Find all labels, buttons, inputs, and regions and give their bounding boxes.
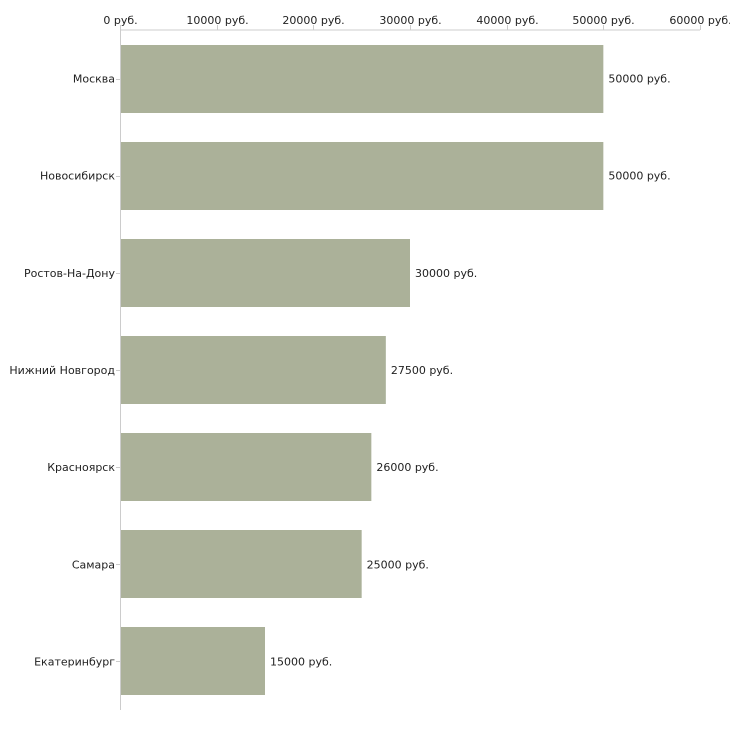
y-axis: Москва Новосибирск Ростов-На-Дону Нижний Но… [9, 30, 121, 710]
value-label: 27500 руб. [391, 364, 453, 377]
x-tick-label: 30000 руб. [379, 14, 441, 27]
value-label: 26000 руб. [376, 461, 438, 474]
x-tick-label: 10000 руб. [186, 14, 248, 27]
x-tick-label: 0 руб. [103, 14, 137, 27]
category-label: Красноярск [47, 461, 115, 474]
bar [121, 142, 604, 210]
bar [121, 239, 410, 307]
category-label: Москва [73, 73, 115, 86]
value-label: 50000 руб. [608, 170, 670, 183]
category-label: Самара [72, 558, 115, 571]
x-tick-label: 60000 руб. [669, 14, 730, 27]
value-label: 25000 руб. [367, 558, 429, 571]
category-label: Ростов-На-Дону [24, 267, 115, 280]
bar [121, 336, 386, 404]
bar [121, 433, 372, 501]
category-label: Нижний Новгород [9, 364, 115, 377]
x-tick-label: 40000 руб. [476, 14, 538, 27]
value-label: 15000 руб. [270, 655, 332, 668]
bar [121, 45, 604, 113]
bar [121, 627, 265, 695]
category-label: Екатеринбург [34, 655, 115, 668]
x-axis: 0 руб. 10000 руб. 20000 руб. 30000 руб. 4000… [103, 14, 730, 31]
category-label: Новосибирск [40, 170, 115, 183]
bar [121, 530, 362, 598]
x-tick-label: 50000 руб. [572, 14, 634, 27]
value-label: 50000 руб. [608, 73, 670, 86]
bars: 50000 руб. 50000 руб. 30000 руб. 27500 руб.… [121, 45, 671, 695]
value-label: 30000 руб. [415, 267, 477, 280]
x-tick-label: 20000 руб. [282, 14, 344, 27]
